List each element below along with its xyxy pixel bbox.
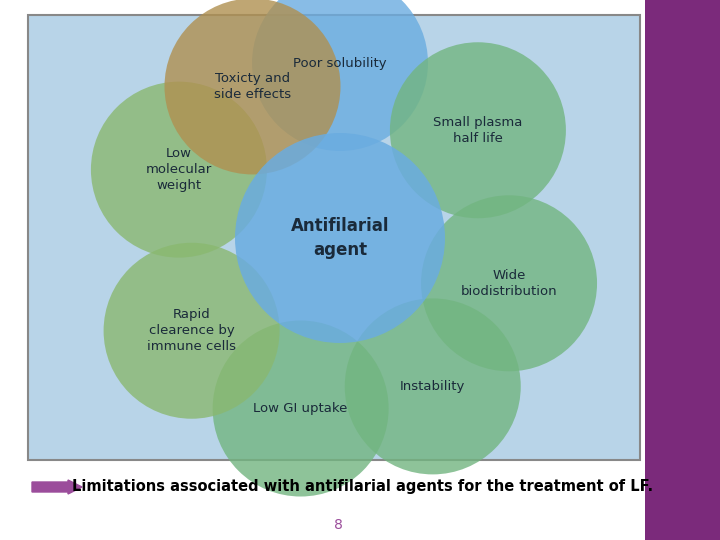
Circle shape xyxy=(104,243,279,418)
Circle shape xyxy=(345,299,521,475)
Circle shape xyxy=(91,82,267,258)
Circle shape xyxy=(252,0,428,151)
Bar xyxy=(645,0,720,540)
Circle shape xyxy=(212,321,389,496)
Text: Wide
biodistribution: Wide biodistribution xyxy=(461,269,557,298)
Circle shape xyxy=(235,133,445,343)
Text: Instability: Instability xyxy=(400,380,465,393)
Text: 8: 8 xyxy=(334,518,343,532)
Text: Toxicty and
side effects: Toxicty and side effects xyxy=(214,72,291,101)
Text: Limitations associated with antifilarial agents for the treatment of LF.: Limitations associated with antifilarial… xyxy=(72,480,653,495)
Text: Antifilarial
agent: Antifilarial agent xyxy=(291,217,390,259)
Circle shape xyxy=(390,42,566,218)
Text: Low GI uptake: Low GI uptake xyxy=(253,402,348,415)
Text: Rapid
clearence by
immune cells: Rapid clearence by immune cells xyxy=(147,308,236,353)
Circle shape xyxy=(164,0,341,174)
Text: Poor solubility: Poor solubility xyxy=(293,57,387,70)
Text: Small plasma
half life: Small plasma half life xyxy=(433,116,523,145)
Bar xyxy=(28,15,640,460)
FancyArrow shape xyxy=(32,480,82,494)
Circle shape xyxy=(421,195,597,372)
Text: Low
molecular
weight: Low molecular weight xyxy=(145,147,212,192)
